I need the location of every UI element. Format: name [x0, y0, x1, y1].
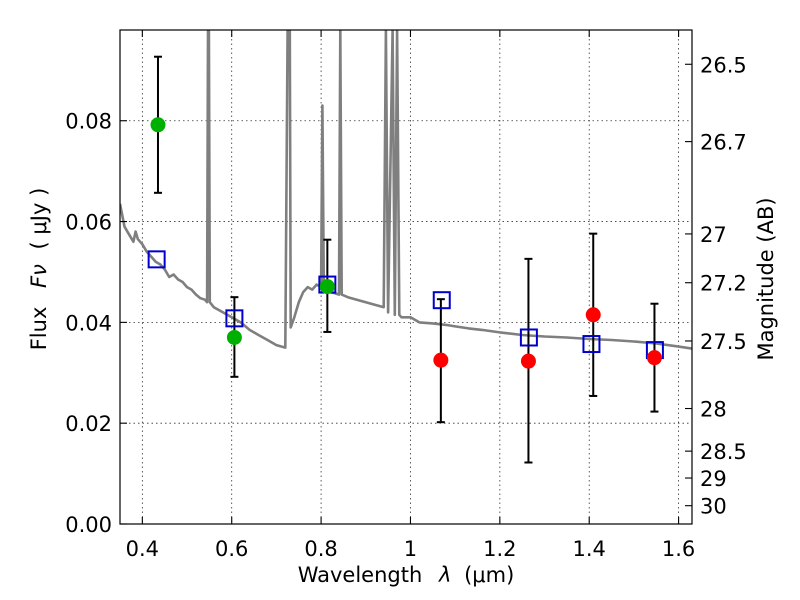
y-axis-label-unit: ( μJy )	[27, 188, 51, 250]
y-axis-label-symbol: Fν	[27, 264, 51, 288]
model-photometry-square	[582, 335, 601, 354]
mag-tick-label: 26.7	[700, 131, 747, 155]
model-photometry-square	[519, 328, 538, 347]
plot-frame	[119, 29, 693, 525]
observed-flux-point	[319, 279, 335, 295]
y-tick-label: 0.00	[65, 513, 112, 537]
mag-tick-label: 28.5	[700, 440, 747, 464]
y-tick-label: 0.06	[65, 211, 112, 235]
y-tick-label: 0.04	[65, 311, 112, 335]
ticks-layer: 0.4 0.6 0.8 1 1.2 1.4 1.6 0.00 0.02 0.04 0.06 0.08 2…	[65, 30, 747, 561]
mag-tick-label: 27.5	[700, 330, 747, 354]
model-photometry-square	[147, 250, 166, 269]
x-tick-label: 1.4	[573, 537, 606, 561]
observed-flux-point	[585, 307, 601, 323]
x-tick-label: 0.6	[215, 537, 248, 561]
mag-tick-label: 30	[700, 495, 727, 519]
observed-flux-point	[520, 353, 536, 369]
y-axis-label-prefix: Flux	[27, 307, 51, 351]
x-axis-label-prefix: Wavelength	[298, 563, 423, 587]
observed-flux-point	[226, 329, 242, 345]
mag-tick-label: 28	[700, 398, 727, 422]
x-tick-label: 1	[404, 537, 417, 561]
model-photometry-square	[432, 291, 451, 310]
y2-axis-label: Magnitude (AB)	[754, 197, 778, 360]
data-points-layer	[147, 55, 664, 464]
x-tick-label: 1.6	[662, 537, 695, 561]
grid-layer	[120, 30, 692, 525]
mag-tick-label: 27	[700, 223, 727, 247]
x-tick-label: 0.4	[126, 537, 159, 561]
observed-flux-point	[150, 117, 166, 133]
model-photometry-square	[225, 309, 244, 328]
model-spectrum-line	[120, 30, 692, 350]
mag-tick-label: 27.2	[700, 272, 747, 296]
x-tick-label: 0.8	[304, 537, 337, 561]
y-axis-label: Flux Fν ( μJy )	[27, 188, 51, 351]
model-spectrum-layer	[120, 30, 692, 350]
mag-tick-label: 26.5	[700, 53, 747, 77]
x-axis-label-symbol: λ	[438, 563, 451, 587]
mag-tick-label: 29	[700, 467, 727, 491]
y-tick-label: 0.08	[65, 110, 112, 134]
x-tick-label: 1.2	[483, 537, 516, 561]
y-tick-label: 0.02	[65, 412, 112, 436]
x-axis-label: Wavelength λ (μm)	[298, 563, 515, 587]
observed-flux-point	[646, 350, 662, 366]
observed-flux-point	[433, 352, 449, 368]
x-axis-label-unit: (μm)	[464, 563, 514, 587]
